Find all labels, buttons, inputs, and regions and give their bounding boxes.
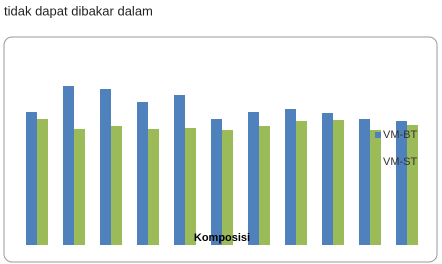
bar: [333, 120, 344, 245]
legend-label: VM-BT: [383, 129, 418, 141]
bar: [174, 95, 185, 245]
legend-swatch: [375, 132, 381, 138]
caption: tidak dapat dibakar dalam: [4, 3, 153, 18]
bar: [370, 130, 381, 245]
bar: [285, 109, 296, 245]
legend-swatch: [375, 159, 381, 165]
bar: [26, 112, 37, 245]
bar: [137, 102, 148, 245]
bar: [100, 89, 111, 245]
bar: [185, 128, 196, 245]
legend-label: VM-ST: [383, 156, 418, 168]
bar: [259, 126, 270, 245]
bar: [148, 129, 159, 245]
x-axis-label: Komposisi: [194, 232, 250, 244]
bar: [211, 119, 222, 245]
bar: [111, 126, 122, 245]
bar: [37, 119, 48, 245]
bar: [63, 86, 74, 245]
bar: [396, 121, 407, 245]
bar: [322, 113, 333, 245]
bar: [248, 112, 259, 245]
bar: [74, 129, 85, 245]
bar: [296, 121, 307, 245]
bar: [222, 130, 233, 245]
bar: [407, 125, 418, 245]
bar: [359, 119, 370, 245]
